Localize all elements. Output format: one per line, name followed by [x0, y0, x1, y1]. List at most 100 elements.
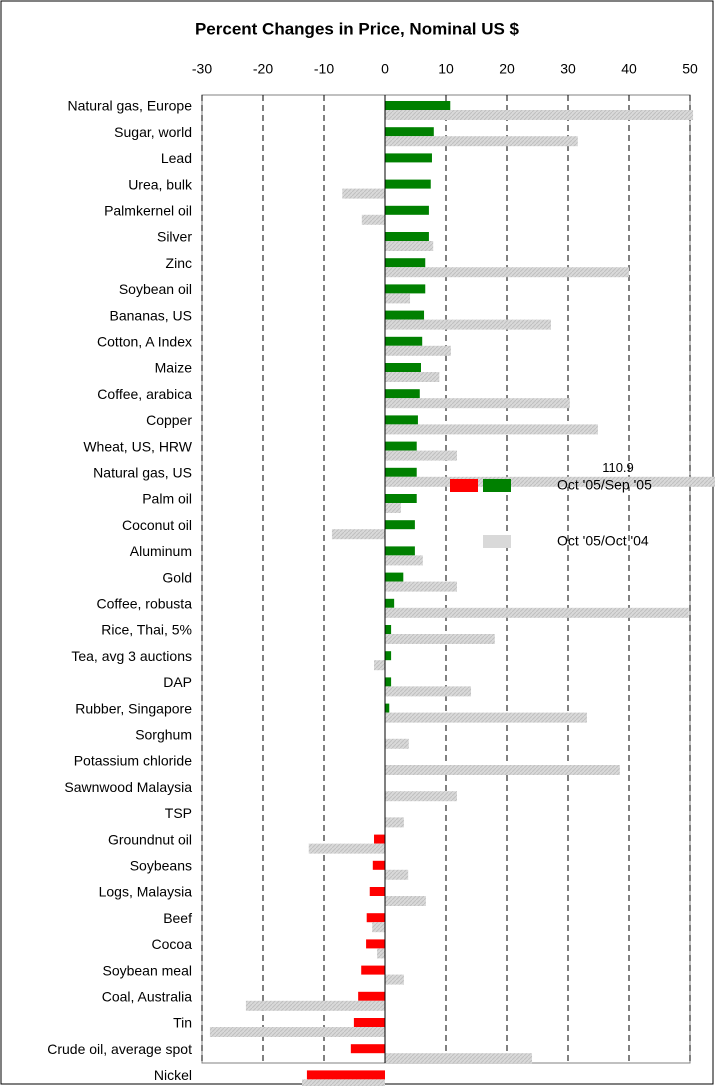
annual-bar [308, 843, 385, 854]
monthly-bar [385, 598, 395, 608]
category-label: Natural gas, Europe [67, 98, 192, 114]
annual-bar [385, 765, 620, 775]
category-label: Nickel [154, 1067, 192, 1083]
annual-bar [342, 188, 385, 199]
category-label: Maize [155, 360, 193, 376]
annual-bar [385, 607, 689, 618]
category-label: Soybeans [130, 858, 192, 874]
monthly-bar [385, 127, 434, 137]
category-label: Palm oil [142, 491, 192, 507]
monthly-bar [374, 834, 385, 844]
monthly-bar [385, 494, 417, 503]
monthly-bar [385, 363, 421, 372]
monthly-bar [358, 991, 385, 1001]
annual-bar [385, 555, 423, 566]
annual-bar [385, 869, 409, 880]
legend-swatch [483, 535, 511, 548]
annual-bar [385, 110, 694, 120]
annual-bar [385, 450, 457, 461]
annual-bar [385, 634, 495, 644]
category-label: Coffee, arabica [97, 386, 192, 402]
annual-bar [385, 293, 411, 304]
category-label: Sugar, world [114, 124, 192, 140]
annual-bar [385, 791, 457, 802]
annual-bar [385, 372, 440, 382]
monthly-bar [385, 467, 417, 477]
annual-bar [385, 1053, 533, 1064]
monthly-bar [350, 1044, 385, 1054]
category-label: Urea, bulk [128, 176, 193, 192]
annual-bar [372, 922, 385, 933]
monthly-bar [385, 389, 420, 399]
monthly-bar [385, 101, 451, 110]
annual-bar [245, 1000, 385, 1011]
monthly-bar [385, 415, 418, 425]
value-label: 110.9 [602, 460, 634, 475]
x-tick-label: -30 [192, 61, 212, 77]
annual-bar [385, 712, 587, 723]
category-label: Groundnut oil [108, 831, 192, 847]
category-label: Rice, Thai, 5% [101, 622, 192, 638]
annual-bar [377, 948, 385, 959]
category-label: Lead [161, 150, 192, 166]
monthly-bar [385, 520, 415, 530]
category-label: Zinc [166, 255, 192, 271]
category-label: Palmkernel oil [104, 203, 192, 219]
category-label: Cotton, A Index [97, 334, 192, 350]
monthly-bar [353, 1018, 385, 1027]
category-label: Crude oil, average spot [47, 1041, 192, 1057]
x-tick-label: -10 [314, 61, 334, 77]
category-label: TSP [165, 805, 192, 821]
annual-bar [302, 1079, 385, 1086]
category-label: Gold [162, 569, 192, 585]
annual-bar [385, 241, 434, 251]
category-label: Tea, avg 3 auctions [71, 648, 192, 664]
monthly-bar [385, 232, 429, 241]
annual-bar [209, 1027, 385, 1037]
monthly-bar [385, 310, 425, 320]
monthly-bar [385, 572, 404, 582]
category-label: Sawnwood Malaysia [64, 779, 192, 795]
monthly-bar [385, 546, 415, 556]
category-label: Soybean oil [119, 281, 192, 297]
monthly-bar [372, 860, 385, 870]
category-label: Coffee, robusta [97, 596, 193, 612]
category-label: Natural gas, US [93, 465, 192, 481]
monthly-bar [385, 284, 426, 294]
annual-bar [385, 345, 451, 356]
annual-bar [385, 136, 578, 147]
category-label: Cocoa [152, 936, 193, 952]
annual-bar [374, 660, 385, 671]
x-tick-label: 0 [381, 61, 389, 77]
monthly-bar [385, 703, 390, 713]
monthly-bar [366, 913, 385, 923]
annual-bar [385, 686, 472, 697]
category-label: Beef [163, 910, 192, 926]
monthly-bar [385, 258, 426, 268]
category-label: Logs, Malaysia [99, 884, 193, 900]
category-label: DAP [163, 674, 192, 690]
monthly-bar [385, 677, 392, 687]
chart-title: Percent Changes in Price, Nominal US $ [195, 19, 520, 38]
legend-swatch [483, 479, 511, 492]
annual-bar [385, 896, 426, 906]
x-tick-label: 30 [560, 61, 576, 77]
category-label: Coconut oil [122, 517, 192, 533]
legend-label: Oct '05/Oct '04 [557, 533, 649, 549]
monthly-bar [369, 887, 385, 896]
category-label: Bananas, US [110, 307, 193, 323]
annual-bar [385, 581, 457, 592]
category-label: Tin [173, 1015, 192, 1031]
category-label: Rubber, Singapore [75, 700, 192, 716]
category-label: Aluminum [130, 543, 192, 559]
x-tick-label: -20 [253, 61, 273, 77]
annual-bar [385, 267, 629, 278]
legend-swatch [450, 479, 478, 492]
x-tick-label: 40 [621, 61, 637, 77]
monthly-bar [385, 153, 432, 163]
x-tick-label: 50 [682, 61, 698, 77]
monthly-bar [306, 1070, 385, 1080]
monthly-bar [385, 441, 417, 451]
